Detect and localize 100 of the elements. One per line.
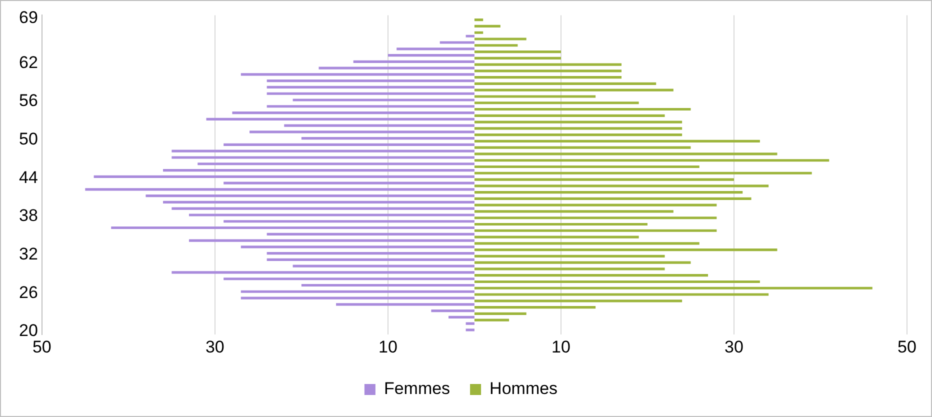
bar xyxy=(474,152,778,156)
bar xyxy=(474,280,760,284)
bar xyxy=(474,18,484,22)
bar xyxy=(353,60,474,63)
y-tick-label: 50 xyxy=(18,129,38,148)
bar xyxy=(474,172,812,174)
bar xyxy=(474,312,526,315)
bar xyxy=(172,156,474,159)
bar xyxy=(474,134,682,136)
bar xyxy=(240,290,474,293)
bar xyxy=(388,54,474,57)
bar xyxy=(474,63,622,66)
bar xyxy=(474,216,717,220)
bar xyxy=(172,150,474,152)
bar xyxy=(474,197,752,200)
bar xyxy=(474,82,656,86)
bar xyxy=(474,286,872,290)
bar xyxy=(292,98,474,102)
bar xyxy=(474,50,561,54)
bar xyxy=(474,261,691,264)
bar xyxy=(474,108,691,111)
bar xyxy=(198,162,474,166)
bar xyxy=(474,165,700,168)
y-tick-label: 62 xyxy=(18,52,38,72)
bar xyxy=(474,178,734,181)
legend-label: Femmes xyxy=(384,379,450,398)
bar xyxy=(474,242,700,245)
bar xyxy=(396,48,474,50)
y-tick-label: 44 xyxy=(18,168,38,187)
bar xyxy=(474,95,596,98)
bar xyxy=(188,214,474,216)
bar xyxy=(85,188,474,191)
bar xyxy=(474,274,708,277)
bar xyxy=(474,31,484,34)
bar xyxy=(474,56,561,60)
bar xyxy=(250,130,474,134)
bar xyxy=(266,252,474,255)
bar xyxy=(111,226,474,230)
bar xyxy=(474,76,622,79)
bar xyxy=(474,114,665,117)
bar xyxy=(474,38,526,40)
bar xyxy=(448,316,474,318)
bar xyxy=(431,310,474,312)
bar xyxy=(224,143,474,146)
bar xyxy=(240,296,474,300)
bar xyxy=(474,184,769,188)
bar xyxy=(266,80,474,82)
bar xyxy=(474,222,648,226)
legend-label: Hommes xyxy=(490,379,558,398)
y-tick-label: 56 xyxy=(18,91,38,110)
bar xyxy=(466,322,474,325)
bar xyxy=(188,239,474,242)
bar xyxy=(474,236,639,238)
y-tick-label: 38 xyxy=(18,206,38,226)
bar xyxy=(284,124,474,127)
bar xyxy=(224,220,474,223)
x-tick-label: 10 xyxy=(552,337,570,356)
bar xyxy=(266,258,474,261)
bar xyxy=(206,118,474,120)
bar xyxy=(172,207,474,210)
bar xyxy=(266,92,474,95)
bar xyxy=(474,306,596,309)
x-tick-label: 30 xyxy=(205,337,224,356)
y-tick-label: 26 xyxy=(18,282,38,302)
bar xyxy=(474,248,778,252)
bar xyxy=(318,66,474,70)
y-tick-label: 69 xyxy=(18,8,38,28)
bar xyxy=(474,204,717,206)
bar xyxy=(224,278,474,280)
bar xyxy=(474,88,674,92)
bar xyxy=(292,264,474,268)
bar xyxy=(474,229,717,232)
bar xyxy=(301,284,474,287)
bar xyxy=(474,318,510,322)
bar xyxy=(240,73,474,76)
bar xyxy=(440,41,474,44)
bar xyxy=(163,168,474,172)
bar xyxy=(474,127,682,130)
bar xyxy=(240,246,474,248)
bar xyxy=(474,210,674,213)
bar xyxy=(474,293,769,296)
bar xyxy=(474,146,691,149)
bar xyxy=(94,175,474,178)
bar xyxy=(474,191,743,194)
bar xyxy=(266,232,474,236)
y-tick-label: 32 xyxy=(18,244,38,264)
bar xyxy=(172,271,474,274)
bar xyxy=(336,303,474,306)
bar xyxy=(474,70,622,72)
bar xyxy=(474,268,665,270)
bar xyxy=(474,254,665,258)
bar xyxy=(466,328,474,332)
bar xyxy=(474,300,682,302)
bar xyxy=(266,105,474,108)
bar xyxy=(266,86,474,89)
bar xyxy=(474,120,682,124)
x-tick-label: 30 xyxy=(724,337,744,356)
bar xyxy=(146,194,474,198)
bar xyxy=(301,137,474,140)
bar xyxy=(474,140,760,142)
